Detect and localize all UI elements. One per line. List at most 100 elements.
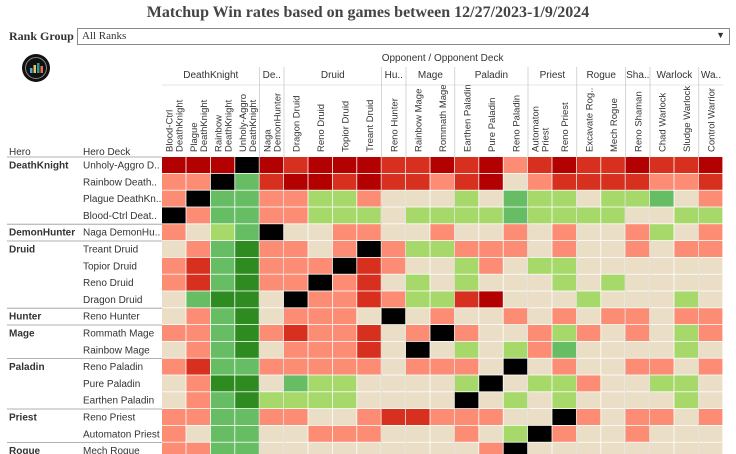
heatmap-cell	[552, 358, 576, 375]
col-label-line: Unholy-Aggro	[238, 94, 249, 152]
col-group-label: Priest	[540, 70, 566, 81]
heatmap-cell	[210, 341, 235, 358]
heatmap-cell	[332, 257, 357, 274]
heatmap-cell	[650, 190, 674, 207]
heatmap-cell	[210, 224, 235, 241]
heatmap-cell	[357, 375, 381, 392]
heatmap-cell	[698, 207, 723, 224]
col-label: Sludge Warlock	[682, 86, 693, 152]
heatmap-cell	[430, 442, 454, 454]
heatmap-cell	[186, 409, 210, 425]
heatmap-cell	[284, 442, 308, 454]
heatmap-cell	[503, 409, 528, 425]
heatmap-cell	[650, 257, 674, 274]
heatmap-cell	[430, 308, 454, 325]
heatmap-cell	[162, 257, 186, 274]
deck-label: Mech Rogue	[83, 446, 140, 454]
deck-label: Topior Druid	[83, 261, 137, 272]
heatmap-cell	[210, 308, 235, 325]
heatmap-cell	[625, 358, 650, 375]
heatmap-cell	[552, 257, 576, 274]
col-group-label: Warlock	[657, 70, 694, 81]
heatmap-cell	[284, 341, 308, 358]
heatmap-cell	[625, 341, 650, 358]
heatmap-cell	[650, 325, 674, 341]
deck-label: Automaton Priest	[83, 429, 160, 440]
heatmap-cell	[381, 341, 406, 358]
col-label: AutomatonPriest	[531, 106, 552, 152]
heatmap-cell	[479, 409, 503, 425]
site-logo-icon	[22, 54, 50, 82]
heatmap-cell	[259, 375, 284, 392]
heatmap-cell	[284, 409, 308, 425]
heatmap-cell	[259, 207, 284, 224]
heatmap-cell	[552, 392, 576, 409]
hero-label: DeathKnight	[9, 161, 69, 172]
heatmap-cell	[162, 392, 186, 409]
rank-group-dropdown[interactable]: All Ranks ▼	[77, 28, 730, 45]
heatmap-cell	[454, 173, 479, 190]
col-group-label: Druid	[321, 70, 345, 81]
heatmap-cell	[406, 291, 430, 308]
col-label-line: Excavate Rog..	[585, 88, 596, 152]
hero-label: Druid	[9, 245, 35, 256]
heatmap-cell	[381, 257, 406, 274]
heatmap-cell	[235, 241, 259, 257]
heatmap-cell	[503, 173, 528, 190]
col-label: Reno Shaman	[633, 91, 644, 152]
deck-label: Earthen Paladin	[83, 396, 154, 407]
heatmap-cell	[210, 173, 235, 190]
heatmap-cell	[235, 257, 259, 274]
heatmap-cell	[576, 291, 601, 308]
heatmap-cell	[479, 291, 503, 308]
heatmap-cell	[479, 442, 503, 454]
heatmap-cell	[259, 173, 284, 190]
col-label-line: Reno Hunter	[389, 98, 400, 152]
deck-label: Plague DeathKn..	[83, 194, 161, 205]
heatmap-cell	[528, 409, 552, 425]
heatmap-cell	[625, 257, 650, 274]
heatmap-cell	[528, 442, 552, 454]
heatmap-cell	[284, 224, 308, 241]
heatmap-cell	[210, 325, 235, 341]
heatmap-cell	[308, 341, 332, 358]
heatmap-cell	[625, 224, 650, 241]
col-label-line: Reno Druid	[316, 104, 327, 152]
heatmap-cell	[601, 392, 625, 409]
col-label-line: DeathKnight	[224, 99, 235, 152]
heatmap-cell	[259, 409, 284, 425]
heatmap-cell	[528, 291, 552, 308]
heatmap-cell	[674, 392, 698, 409]
heatmap-cell	[259, 442, 284, 454]
heatmap-cell	[698, 308, 723, 325]
heatmap-cell	[698, 358, 723, 375]
heatmap-cell	[430, 409, 454, 425]
heatmap-cell	[479, 358, 503, 375]
heatmap-cell	[357, 409, 381, 425]
heatmap-cell	[698, 409, 723, 425]
heatmap-cell	[503, 157, 528, 173]
deck-label: Pure Paladin	[83, 379, 140, 390]
heatmap-cell	[601, 375, 625, 392]
heatmap-cell	[698, 190, 723, 207]
heatmap-cell	[284, 274, 308, 291]
heatmap-cell	[479, 257, 503, 274]
heatmap-cell	[528, 257, 552, 274]
heatmap-cell	[284, 207, 308, 224]
heatmap-cell	[479, 241, 503, 257]
heatmap-cell	[503, 341, 528, 358]
heatmap-cell	[601, 157, 625, 173]
heatmap-cell	[235, 308, 259, 325]
col-label: NagaDemonHunter	[262, 93, 283, 152]
col-label: Mech Rogue	[609, 98, 620, 152]
heatmap-cell	[235, 274, 259, 291]
deck-label: Naga DemonHu..	[83, 228, 160, 239]
heatmap-cell	[454, 190, 479, 207]
opponent-axis-label: Opponent / Opponent Deck	[382, 53, 505, 64]
heatmap-cell	[186, 308, 210, 325]
heatmap-cell	[186, 425, 210, 442]
heatmap-cell	[576, 241, 601, 257]
heatmap-cell	[406, 442, 430, 454]
heatmap-cell	[406, 257, 430, 274]
heatmap-cell	[308, 325, 332, 341]
